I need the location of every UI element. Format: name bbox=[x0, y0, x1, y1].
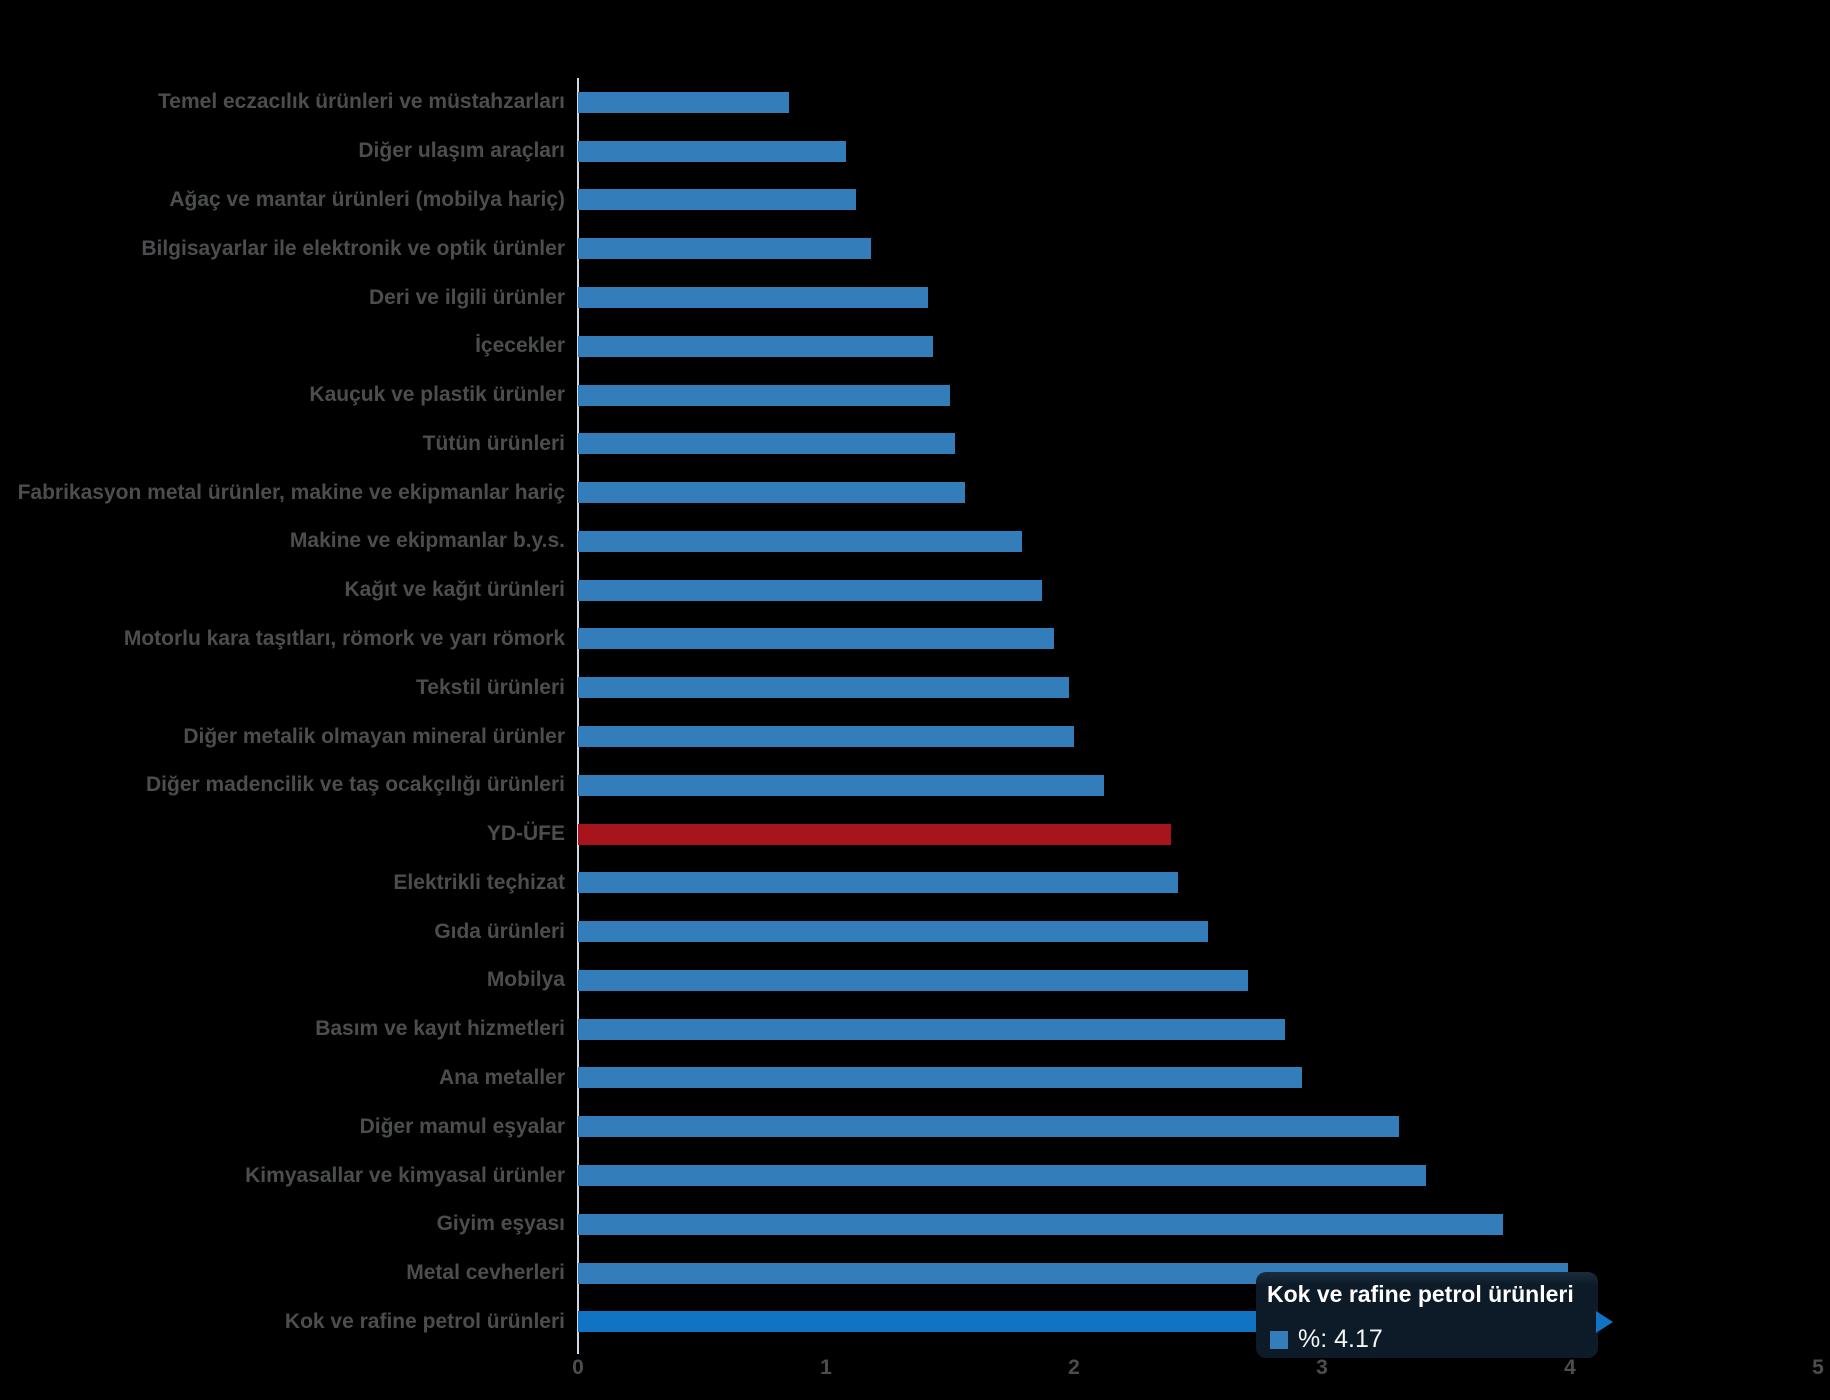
bar[interactable] bbox=[578, 433, 955, 455]
category-label: Motorlu kara taşıtları, römork ve yarı r… bbox=[123, 626, 565, 650]
category-label: Makine ve ekipmanlar b.y.s. bbox=[289, 529, 565, 553]
category-label: YD-ÜFE bbox=[486, 822, 565, 846]
bar[interactable] bbox=[578, 482, 965, 504]
x-tick-label: 3 bbox=[1316, 1356, 1328, 1379]
bar[interactable] bbox=[578, 91, 789, 113]
hovered-bar-arrow-icon bbox=[1596, 1310, 1613, 1333]
category-label: Kok ve rafine petrol ürünleri bbox=[284, 1309, 565, 1333]
x-tick-label: 2 bbox=[1068, 1356, 1080, 1379]
category-label: Tütün ürünleri bbox=[422, 431, 565, 455]
series-swatch-icon bbox=[1270, 1330, 1288, 1349]
category-label: Kimyasallar ve kimyasal ürünler bbox=[245, 1163, 565, 1187]
category-label: Ağaç ve mantar ürünleri (mobilya hariç) bbox=[169, 187, 565, 211]
bar[interactable] bbox=[578, 726, 1074, 748]
category-label: Fabrikasyon metal ürünler, makine ve eki… bbox=[17, 480, 565, 504]
category-label: Bilgisayarlar ile elektronik ve optik ür… bbox=[141, 236, 565, 260]
category-label: Ana metaller bbox=[438, 1065, 565, 1089]
bar[interactable] bbox=[578, 921, 1208, 943]
x-tick-label: 5 bbox=[1812, 1356, 1824, 1379]
tooltip-value: %: 4.17 bbox=[1298, 1325, 1383, 1353]
bar[interactable] bbox=[578, 238, 871, 260]
bar[interactable] bbox=[578, 140, 846, 162]
bar[interactable] bbox=[578, 530, 1022, 552]
category-label: Diğer madencilik ve taş ocakçılığı ürünl… bbox=[146, 773, 565, 797]
category-label: Diğer mamul eşyalar bbox=[359, 1114, 565, 1138]
tooltip-value-row: %: 4.17 bbox=[1270, 1325, 1383, 1353]
bar[interactable] bbox=[578, 579, 1042, 601]
category-label: Diğer ulaşım araçları bbox=[358, 139, 565, 163]
bar[interactable] bbox=[578, 287, 928, 308]
tooltip: Kok ve rafine petrol ürünleri %: 4.17 bbox=[1256, 1272, 1598, 1358]
bar[interactable] bbox=[578, 1067, 1303, 1089]
bar[interactable] bbox=[578, 628, 1055, 650]
bar[interactable] bbox=[578, 1213, 1504, 1235]
category-label: Basım ve kayıt hizmetleri bbox=[315, 1017, 565, 1041]
bar[interactable] bbox=[578, 677, 1070, 699]
bar[interactable] bbox=[578, 1116, 1399, 1138]
x-tick-label: 0 bbox=[572, 1356, 584, 1379]
bar[interactable] bbox=[578, 1165, 1427, 1187]
category-label: Temel eczacılık ürünleri ve müstahzarlar… bbox=[158, 90, 565, 114]
category-label: Elektrikli teçhizat bbox=[393, 870, 565, 894]
category-label: Metal cevherleri bbox=[406, 1261, 565, 1285]
x-tick-label: 4 bbox=[1564, 1356, 1576, 1379]
bar[interactable] bbox=[578, 384, 950, 406]
category-label: Kauçuk ve plastik ürünler bbox=[309, 383, 565, 407]
y-axis-line bbox=[577, 78, 579, 1354]
category-label: Kağıt ve kağıt ürünleri bbox=[344, 578, 565, 602]
category-label: Diğer metalik olmayan mineral ürünler bbox=[183, 724, 565, 748]
bar[interactable] bbox=[578, 189, 856, 211]
category-label: Giyim eşyası bbox=[436, 1212, 565, 1236]
category-label: Mobilya bbox=[486, 968, 565, 992]
category-label: Deri ve ilgili ürünler bbox=[368, 285, 565, 309]
bar[interactable] bbox=[578, 872, 1179, 894]
category-label: İçecekler bbox=[475, 334, 565, 358]
bar[interactable] bbox=[578, 969, 1248, 991]
category-label: Tekstil ürünleri bbox=[416, 675, 565, 699]
x-tick-label: 1 bbox=[820, 1356, 832, 1379]
bar-yd-ufe[interactable] bbox=[578, 823, 1171, 845]
bar[interactable] bbox=[578, 774, 1104, 796]
category-label: Gıda ürünleri bbox=[434, 919, 565, 943]
bar[interactable] bbox=[578, 1018, 1285, 1040]
tooltip-title: Kok ve rafine petrol ürünleri bbox=[1267, 1281, 1574, 1307]
bar[interactable] bbox=[578, 335, 933, 357]
